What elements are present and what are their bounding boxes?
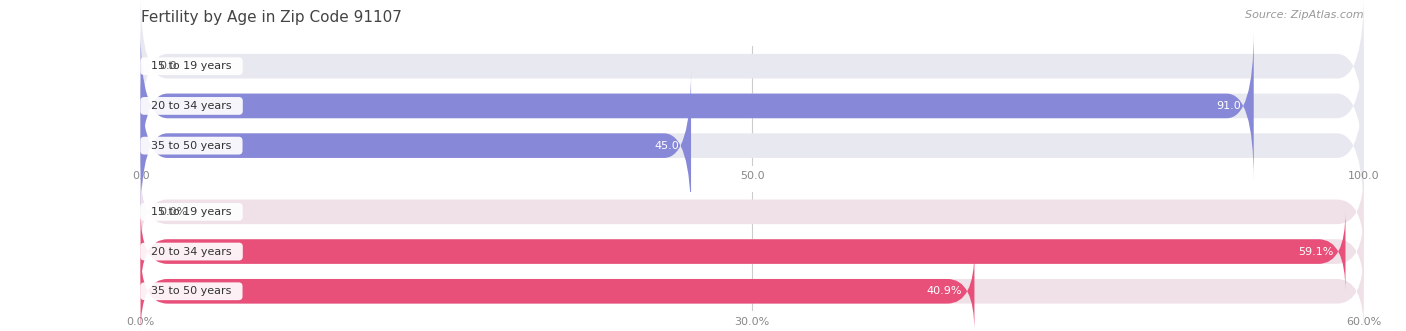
Text: 91.0: 91.0 [1216,101,1241,111]
FancyBboxPatch shape [141,31,1364,181]
Text: 45.0: 45.0 [654,141,679,151]
FancyBboxPatch shape [141,251,1364,331]
FancyBboxPatch shape [141,212,1364,292]
Text: 20 to 34 years: 20 to 34 years [145,247,239,257]
FancyBboxPatch shape [141,251,974,331]
FancyBboxPatch shape [141,172,1364,252]
FancyBboxPatch shape [141,71,1364,221]
FancyBboxPatch shape [141,71,692,221]
Text: 20 to 34 years: 20 to 34 years [145,101,239,111]
Text: 0.0%: 0.0% [159,207,187,217]
FancyBboxPatch shape [141,31,1254,181]
Text: 59.1%: 59.1% [1298,247,1333,257]
Text: 15 to 19 years: 15 to 19 years [145,207,239,217]
Text: 35 to 50 years: 35 to 50 years [145,141,239,151]
Text: 35 to 50 years: 35 to 50 years [145,286,239,296]
FancyBboxPatch shape [141,212,1346,292]
Text: Fertility by Age in Zip Code 91107: Fertility by Age in Zip Code 91107 [141,10,402,25]
Text: 40.9%: 40.9% [927,286,962,296]
Text: 0.0: 0.0 [159,61,177,71]
Text: Source: ZipAtlas.com: Source: ZipAtlas.com [1246,10,1364,20]
Text: 15 to 19 years: 15 to 19 years [145,61,239,71]
FancyBboxPatch shape [141,0,1364,141]
